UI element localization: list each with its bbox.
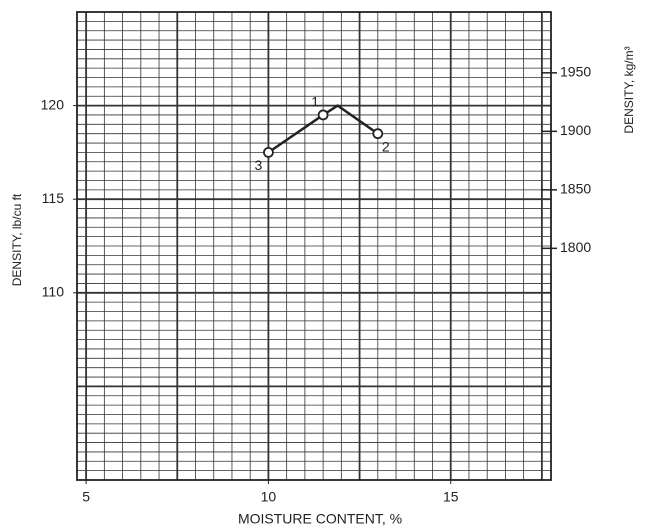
x-tick-label: 5 [82,489,90,505]
y2-tick-label: 1800 [560,239,591,255]
point-label: 3 [255,157,263,173]
data-point [372,128,384,140]
y2-tick-label: 1950 [560,64,591,80]
y2-tick-label: 1900 [560,122,591,138]
data-point [317,109,329,121]
y2-axis-title: DENSITY, kg/m³ [622,46,636,133]
point-label: 2 [382,138,390,154]
data-point [263,146,274,158]
point-label: 1 [311,94,319,110]
x-axis-title: MOISTURE CONTENT, % [238,511,402,527]
plot-frame [76,11,552,481]
x-tick-label: 10 [261,489,277,505]
y-tick-label: 115 [42,190,65,206]
y-axis-title: DENSITY, lb/cu ft [10,193,24,286]
y-tick-label: 110 [42,284,65,300]
y2-tick-label: 1850 [560,181,591,197]
y-tick-label: 120 [41,96,65,112]
curve [267,104,379,154]
x-tick-label: 15 [443,489,459,505]
